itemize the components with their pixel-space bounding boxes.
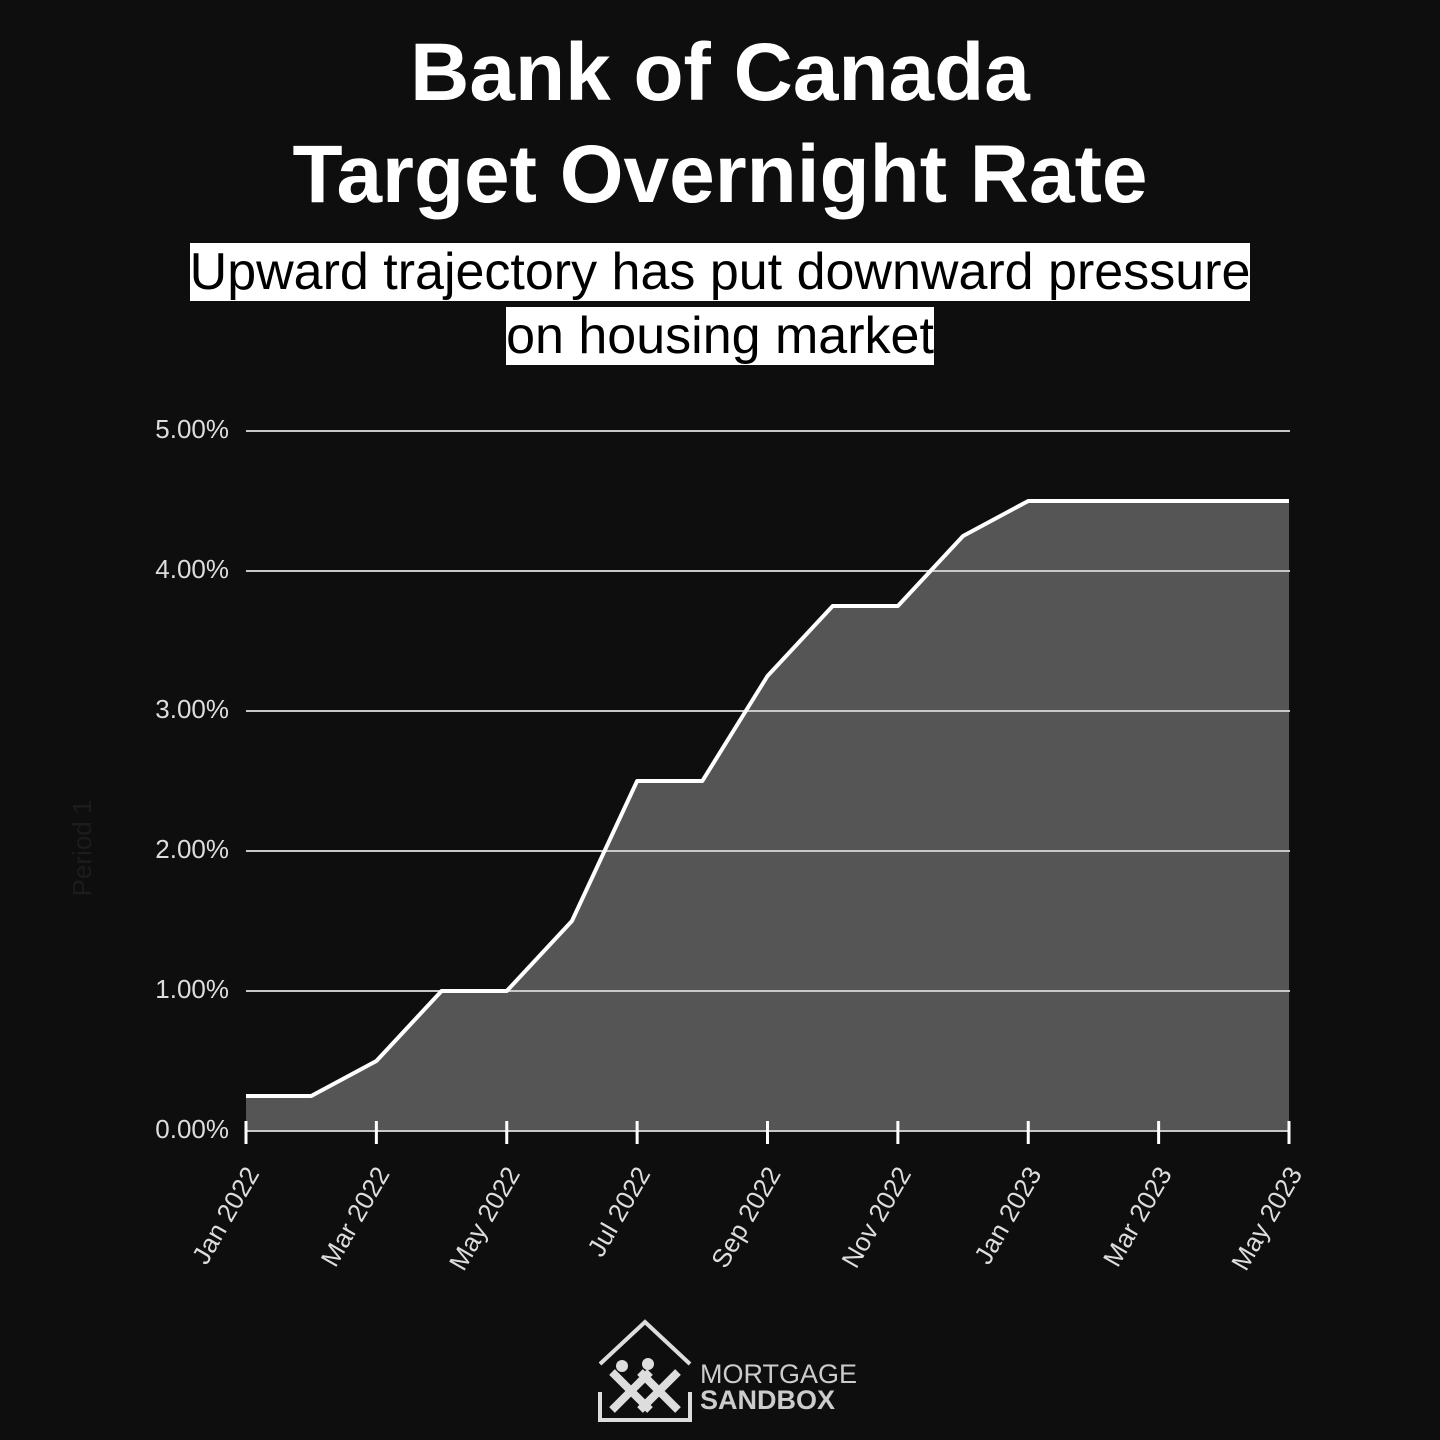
x-tick-label: Mar 2022	[315, 1161, 396, 1271]
y-tick-label: 3.00%	[155, 694, 229, 724]
logo-text: SANDBOX	[700, 1385, 835, 1415]
y-tick-label: 4.00%	[155, 554, 229, 584]
y-tick-label: 5.00%	[155, 414, 229, 444]
x-tick-label: Mar 2023	[1097, 1161, 1178, 1271]
chart-title: Bank of Canada Target Overnight Rate	[292, 27, 1148, 220]
x-tick-label: May 2022	[443, 1161, 526, 1275]
logo-text: MORTGAGE	[700, 1359, 857, 1389]
x-tick-label: Jul 2022	[581, 1161, 656, 1261]
x-tick-label: Jan 2023	[968, 1161, 1047, 1269]
x-tick-label: May 2023	[1225, 1161, 1308, 1275]
x-tick-label: Nov 2022	[835, 1161, 917, 1272]
y-axis-label: Period 1	[67, 800, 97, 897]
y-tick-label: 2.00%	[155, 834, 229, 864]
area	[246, 501, 1289, 1131]
line	[246, 499, 1289, 1098]
x-tick-label: Jan 2022	[186, 1161, 265, 1269]
y-tick-label: 1.00%	[155, 974, 229, 1004]
subtitle-box: Upward trajectory has put downward press…	[0, 240, 1440, 368]
y-tick-label: 0.00%	[155, 1114, 229, 1144]
x-tick-label: Sep 2022	[705, 1161, 787, 1272]
logo-icon	[598, 1319, 692, 1422]
chart-subtitle: Upward trajectory has put downward press…	[189, 243, 1251, 365]
